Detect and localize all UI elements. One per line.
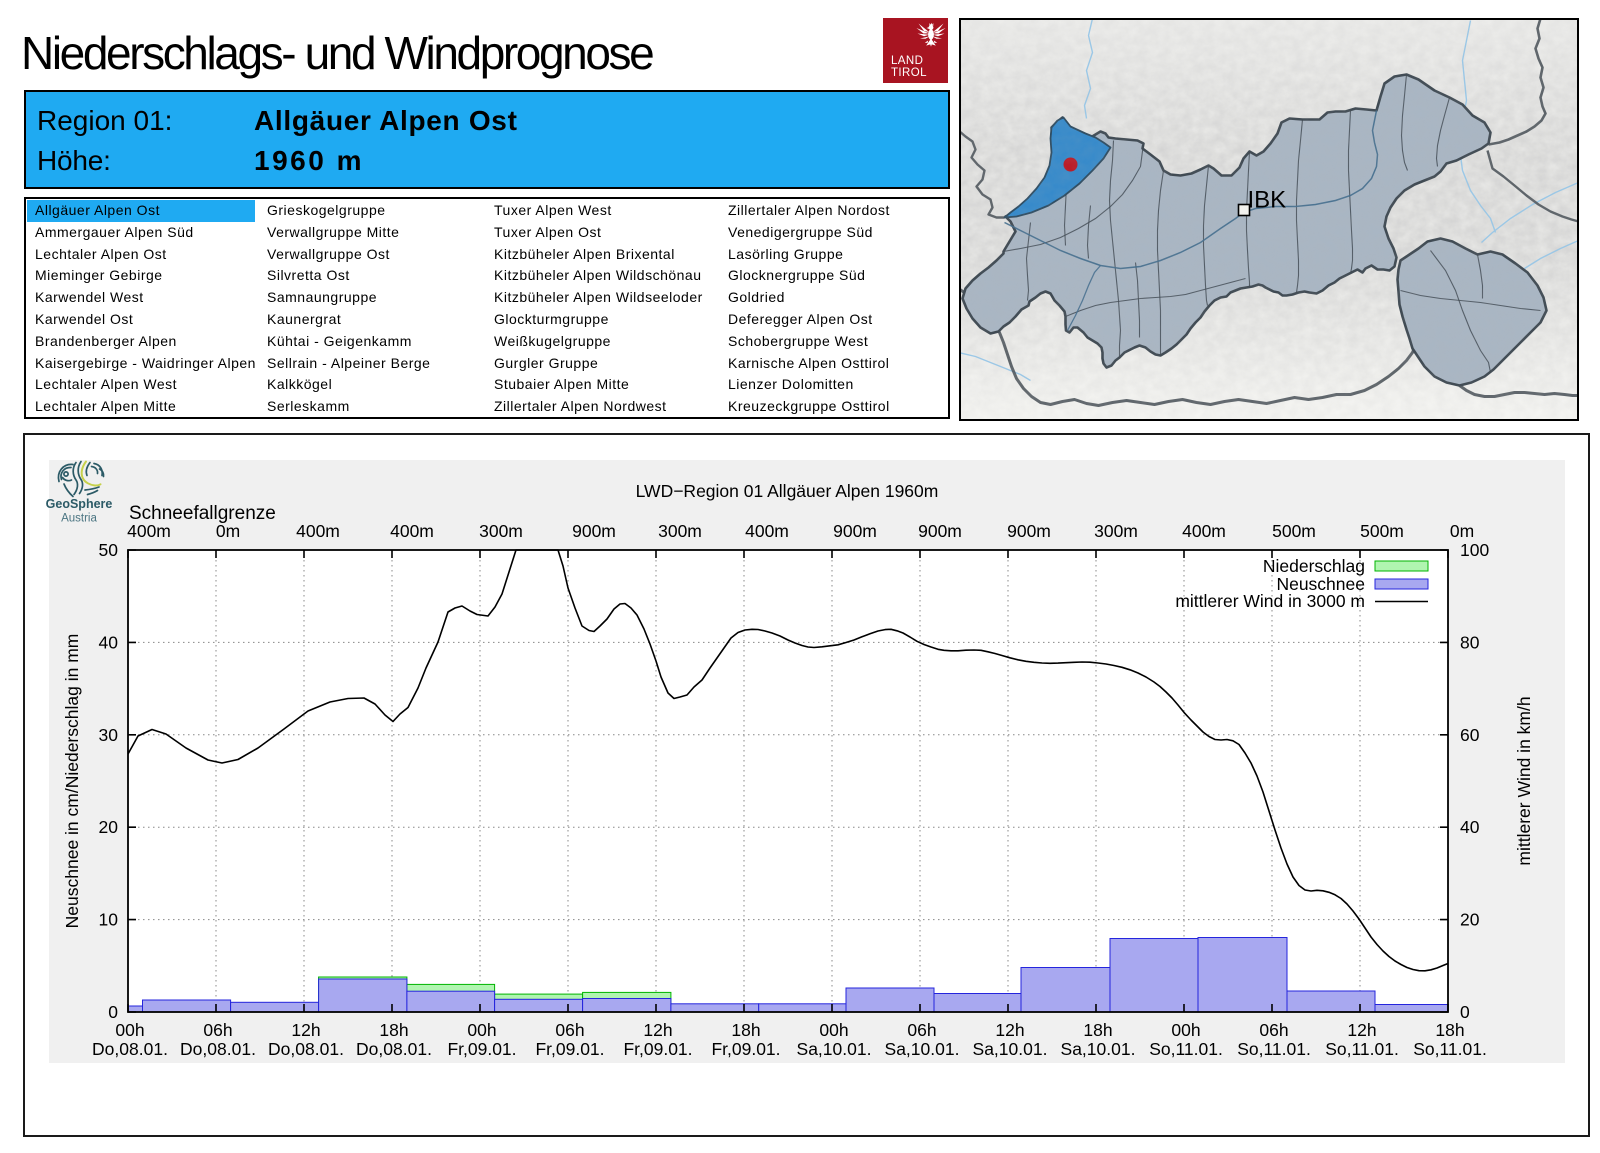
svg-text:00h: 00h — [467, 1020, 496, 1040]
svg-text:So,11.01.: So,11.01. — [1325, 1039, 1399, 1059]
svg-text:300m: 300m — [658, 521, 702, 541]
svg-text:Sa,10.01.: Sa,10.01. — [885, 1039, 960, 1059]
svg-text:900m: 900m — [918, 521, 962, 541]
svg-text:80: 80 — [1460, 632, 1480, 652]
svg-text:12h: 12h — [291, 1020, 320, 1040]
svg-text:300m: 300m — [1094, 521, 1138, 541]
svg-text:400m: 400m — [127, 521, 171, 541]
svg-text:TIROL: TIROL — [891, 67, 927, 79]
svg-text:Fr,09.01.: Fr,09.01. — [623, 1039, 692, 1059]
svg-text:900m: 900m — [1007, 521, 1051, 541]
svg-text:Schneefallgrenze: Schneefallgrenze — [129, 503, 276, 524]
svg-text:Do,08.01.: Do,08.01. — [180, 1039, 256, 1059]
svg-text:400m: 400m — [1182, 521, 1226, 541]
svg-text:mittlerer Wind in 3000 m: mittlerer Wind in 3000 m — [1175, 591, 1365, 611]
svg-text:0m: 0m — [1450, 521, 1474, 541]
svg-text:Sa,10.01.: Sa,10.01. — [973, 1039, 1048, 1059]
svg-text:06h: 06h — [1259, 1020, 1288, 1040]
svg-text:Neuschnee in cm/Niederschlag i: Neuschnee in cm/Niederschlag in mm — [62, 634, 82, 929]
svg-text:20: 20 — [99, 817, 119, 837]
svg-text:Austria: Austria — [61, 513, 97, 525]
svg-text:Do,08.01.: Do,08.01. — [92, 1039, 168, 1059]
svg-text:LWD−Region 01 Allgäuer Alpen 1: LWD−Region 01 Allgäuer Alpen 1960m — [636, 481, 939, 501]
svg-text:500m: 500m — [1360, 521, 1404, 541]
svg-text:Fr,09.01.: Fr,09.01. — [535, 1039, 604, 1059]
svg-text:Do,08.01.: Do,08.01. — [268, 1039, 344, 1059]
svg-text:10: 10 — [99, 910, 119, 930]
svg-text:18h: 18h — [1435, 1020, 1464, 1040]
svg-text:400m: 400m — [390, 521, 434, 541]
svg-text:300m: 300m — [479, 521, 523, 541]
svg-text:Sa,10.01.: Sa,10.01. — [797, 1039, 872, 1059]
svg-text:0: 0 — [108, 1002, 118, 1022]
svg-text:400m: 400m — [745, 521, 789, 541]
svg-text:Neuschnee: Neuschnee — [1276, 574, 1365, 594]
svg-text:Fr,09.01.: Fr,09.01. — [447, 1039, 516, 1059]
svg-text:So,11.01.: So,11.01. — [1413, 1039, 1487, 1059]
svg-text:900m: 900m — [833, 521, 877, 541]
svg-text:900m: 900m — [572, 521, 616, 541]
svg-text:400m: 400m — [296, 521, 340, 541]
svg-text:12h: 12h — [643, 1020, 672, 1040]
svg-text:18h: 18h — [731, 1020, 760, 1040]
svg-text:mittlerer Wind in km/h: mittlerer Wind in km/h — [1514, 696, 1534, 865]
svg-text:Fr,09.01.: Fr,09.01. — [711, 1039, 780, 1059]
svg-text:100: 100 — [1460, 540, 1489, 560]
svg-text:06h: 06h — [555, 1020, 584, 1040]
svg-text:500m: 500m — [1272, 521, 1316, 541]
svg-text:18h: 18h — [379, 1020, 408, 1040]
svg-text:12h: 12h — [1347, 1020, 1376, 1040]
svg-text:Do,08.01.: Do,08.01. — [356, 1039, 432, 1059]
svg-text:Sa,10.01.: Sa,10.01. — [1061, 1039, 1136, 1059]
svg-text:00h: 00h — [1171, 1020, 1200, 1040]
svg-text:40: 40 — [1460, 817, 1480, 837]
svg-text:12h: 12h — [995, 1020, 1024, 1040]
svg-text:Niederschlag: Niederschlag — [1263, 556, 1365, 576]
svg-text:20: 20 — [1460, 910, 1480, 930]
svg-text:LAND: LAND — [891, 55, 923, 67]
svg-text:60: 60 — [1460, 725, 1480, 745]
svg-text:00h: 00h — [115, 1020, 144, 1040]
svg-text:So,11.01.: So,11.01. — [1149, 1039, 1223, 1059]
svg-text:50: 50 — [99, 540, 119, 560]
svg-text:00h: 00h — [819, 1020, 848, 1040]
svg-text:0m: 0m — [216, 521, 240, 541]
svg-text:18h: 18h — [1083, 1020, 1112, 1040]
svg-text:06h: 06h — [907, 1020, 936, 1040]
svg-text:GeoSphere: GeoSphere — [46, 497, 113, 511]
svg-text:06h: 06h — [203, 1020, 232, 1040]
svg-text:0: 0 — [1460, 1002, 1470, 1022]
svg-text:40: 40 — [99, 632, 119, 652]
svg-text:30: 30 — [99, 725, 119, 745]
svg-text:So,11.01.: So,11.01. — [1237, 1039, 1311, 1059]
svg-text:IBK: IBK — [1247, 186, 1286, 213]
